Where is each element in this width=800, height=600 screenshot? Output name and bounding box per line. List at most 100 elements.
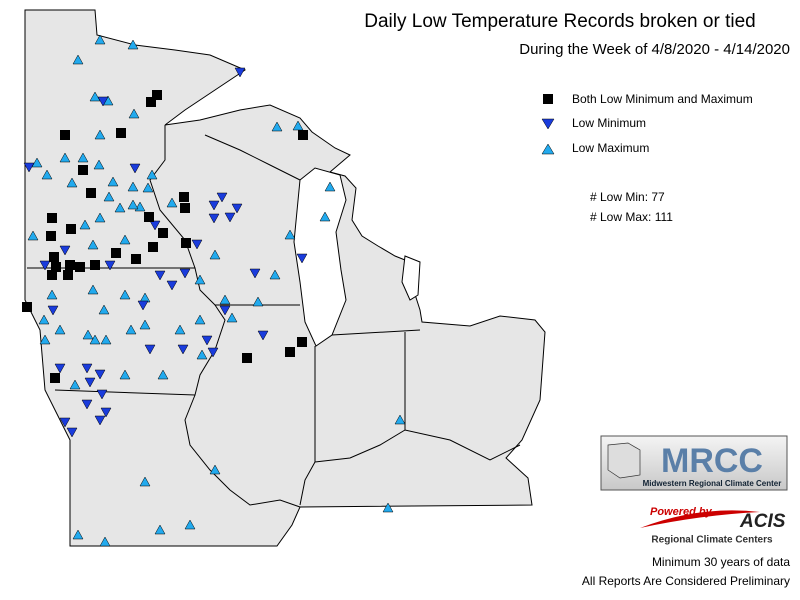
acis-subtext: Regional Climate Centers [651, 535, 773, 546]
low-maximum-marker [103, 191, 115, 202]
low-minimum-marker [94, 415, 106, 426]
low-maximum-marker [119, 289, 131, 300]
low-minimum-marker [94, 369, 106, 380]
low-maximum-marker [166, 197, 178, 208]
acis-logo: Powered by ACIS Regional Climate Centers [640, 506, 786, 546]
low-minimum-marker [154, 270, 166, 281]
low-maximum-marker [157, 369, 169, 380]
low-maximum-marker [284, 229, 296, 240]
low-maximum-marker [226, 312, 238, 323]
low-minimum-marker [96, 389, 108, 400]
both-marker [148, 242, 158, 252]
both-marker [63, 270, 73, 280]
low-maximum-marker [146, 169, 158, 180]
low-maximum-marker [209, 249, 221, 260]
both-marker [242, 353, 252, 363]
both-marker [60, 130, 70, 140]
lake-huron-edge [401, 255, 421, 301]
low-maximum-marker [127, 199, 139, 210]
low-minimum-marker [84, 377, 96, 388]
low-maximum-marker [89, 91, 101, 102]
title: Daily Low Temperature Records broken or … [364, 11, 755, 32]
low-minimum-marker [149, 220, 161, 231]
low-maximum-marker [127, 39, 139, 50]
low-maximum-marker [209, 464, 221, 475]
both-marker [158, 228, 168, 238]
markers [22, 34, 406, 547]
low-minimum-marker [23, 162, 35, 173]
both-marker [146, 97, 156, 107]
both-marker [111, 248, 121, 258]
low-maximum-marker [59, 152, 71, 163]
low-maximum-marker [219, 294, 231, 305]
low-minimum-marker [144, 344, 156, 355]
both-marker [285, 347, 295, 357]
low-maximum-marker [93, 159, 105, 170]
low-maximum-marker [142, 182, 154, 193]
both-marker [78, 165, 88, 175]
low-maximum-marker [31, 157, 43, 168]
low-maximum-marker [87, 239, 99, 250]
low-maximum-marker [114, 202, 126, 213]
low-maximum-marker [174, 324, 186, 335]
low-maximum-marker [139, 319, 151, 330]
low-minimum-marker [81, 363, 93, 374]
legend-down [541, 118, 555, 130]
legend-label: Low Minimum [572, 116, 646, 130]
both-marker [47, 213, 57, 223]
low-maximum-marker [271, 121, 283, 132]
legend-square [543, 94, 553, 104]
low-minimum-marker [100, 407, 112, 418]
low-minimum-marker [234, 67, 246, 78]
low-maximum-marker [66, 177, 78, 188]
low-maximum-marker [87, 284, 99, 295]
low-maximum-marker [94, 34, 106, 45]
footer-note: Minimum 30 years of data [652, 555, 790, 569]
low-minimum-marker [39, 260, 51, 271]
low-minimum-marker [208, 213, 220, 224]
both-marker [297, 337, 307, 347]
low-maximum-marker [69, 379, 81, 390]
low-maximum-marker [100, 334, 112, 345]
both-marker [144, 212, 154, 222]
both-marker [181, 238, 191, 248]
both-marker [47, 270, 57, 280]
border [54, 304, 226, 396]
low-maximum-marker [119, 234, 131, 245]
low-minimum-marker [104, 260, 116, 271]
low-minimum-marker [81, 399, 93, 410]
both-marker [49, 252, 59, 262]
low-minimum-marker [231, 203, 243, 214]
both-marker [179, 192, 189, 202]
low-maximum-marker [269, 269, 281, 280]
both-marker [51, 262, 61, 272]
both-marker [50, 373, 60, 383]
low-maximum-marker [252, 296, 264, 307]
low-minimum-marker [208, 200, 220, 211]
legend-label: Both Low Minimum and Maximum [572, 92, 753, 106]
low-minimum-marker [47, 305, 59, 316]
border [299, 346, 316, 506]
both-marker [46, 231, 56, 241]
low-minimum-marker [191, 239, 203, 250]
low-minimum-marker [296, 253, 308, 264]
low-maximum-marker [72, 54, 84, 65]
low-maximum-marker [196, 349, 208, 360]
low-maximum-marker [382, 502, 394, 513]
border [184, 394, 301, 508]
low-maximum-marker [394, 414, 406, 425]
low-minimum-marker [216, 192, 228, 203]
low-minimum-marker [257, 330, 269, 341]
legend-up [541, 143, 555, 155]
low-maximum-marker [46, 289, 58, 300]
low-maximum-marker [82, 329, 94, 340]
both-marker [131, 254, 141, 264]
low-minimum-marker [177, 344, 189, 355]
border [331, 329, 421, 336]
count: # Low Min: 77 [590, 190, 665, 204]
both-marker [298, 130, 308, 140]
lake-michigan [293, 167, 347, 347]
low-maximum-marker [119, 369, 131, 380]
low-minimum-marker [66, 427, 78, 438]
